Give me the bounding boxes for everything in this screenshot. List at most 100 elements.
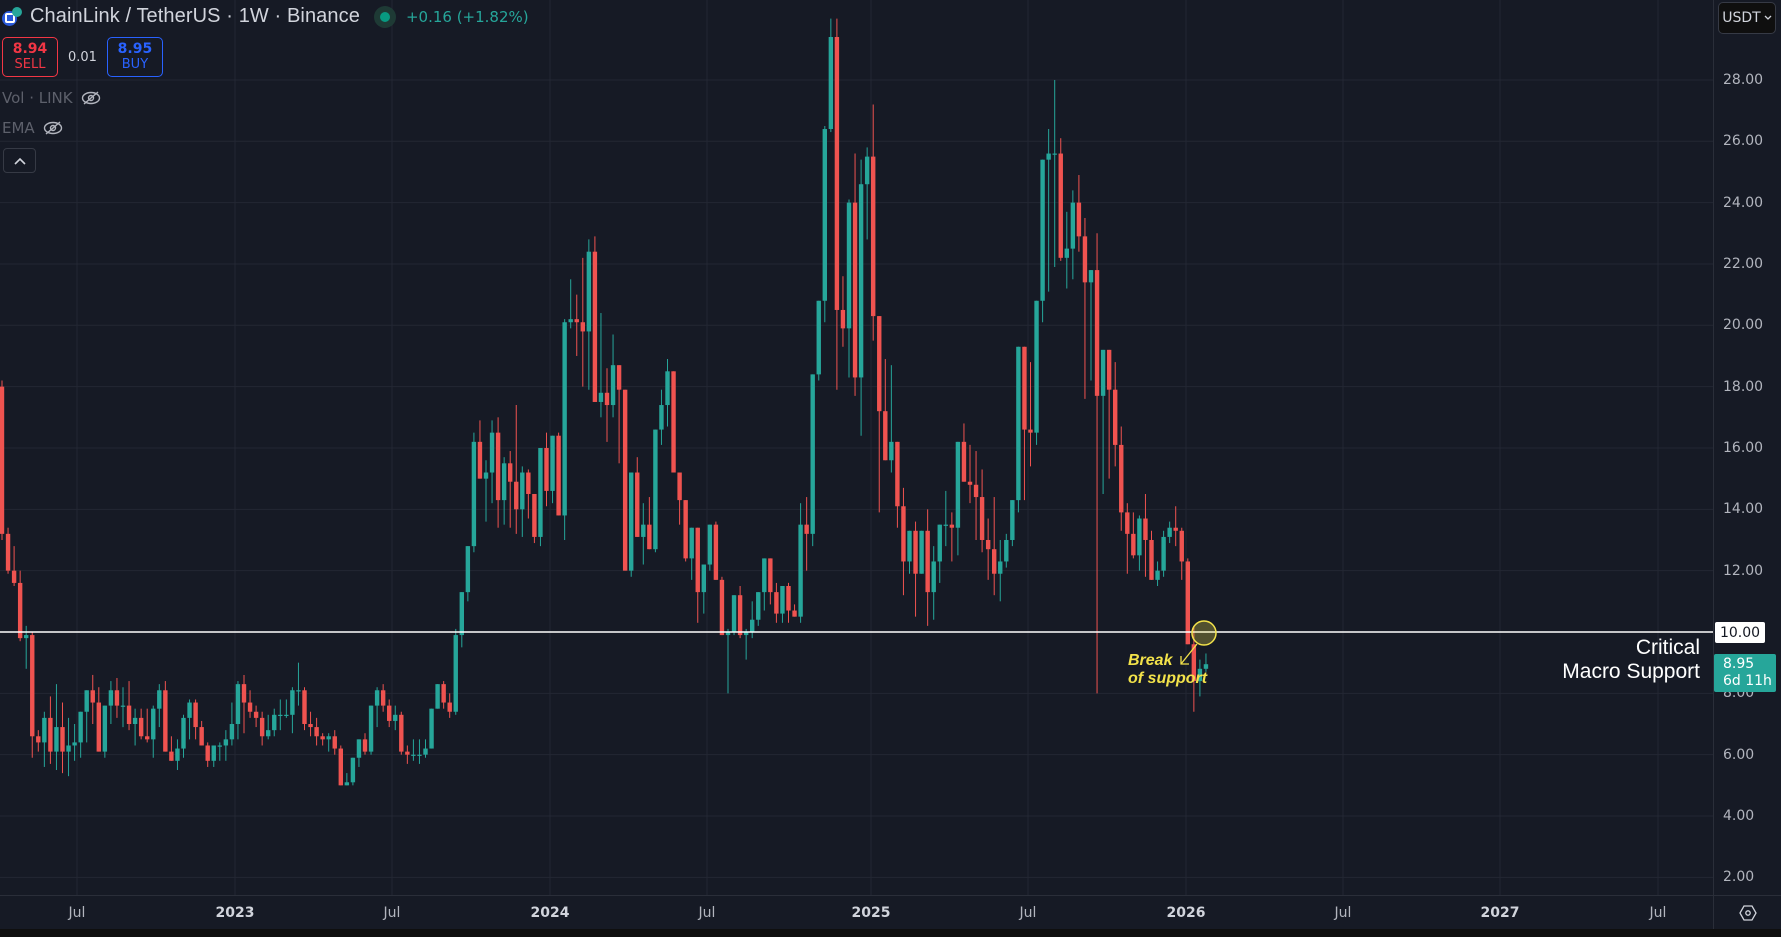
candle-body xyxy=(1028,429,1033,433)
candle-body xyxy=(973,484,979,498)
currency-selector[interactable]: USDT xyxy=(1718,2,1776,34)
candle-body xyxy=(737,595,743,636)
candle-body xyxy=(774,592,779,614)
eye-off-icon[interactable] xyxy=(81,91,101,105)
candle-body xyxy=(1040,159,1045,301)
candle-body xyxy=(804,524,809,534)
candle-body xyxy=(259,717,265,737)
candle-body xyxy=(568,319,573,323)
candle-body xyxy=(610,365,616,406)
candle-body xyxy=(913,530,918,574)
time-tick-label: 2026 xyxy=(1166,905,1206,921)
price-tick-label: 12.00 xyxy=(1723,562,1764,579)
candle-body xyxy=(1046,153,1051,160)
candle-body xyxy=(423,748,428,755)
chart-area[interactable] xyxy=(0,0,1713,895)
candle-body xyxy=(399,714,404,752)
price-tick-label: 18.00 xyxy=(1723,378,1764,395)
collapse-legend-button[interactable] xyxy=(3,148,36,173)
chevron-down-icon xyxy=(1764,15,1772,20)
candle-body xyxy=(1203,664,1209,669)
candle-body xyxy=(447,702,452,712)
candle-body xyxy=(592,251,598,402)
indicator-ema[interactable]: EMA xyxy=(2,119,63,137)
time-tick-label: 2025 xyxy=(851,905,891,921)
candle-body xyxy=(1064,248,1069,258)
candle-body xyxy=(229,724,235,740)
arrow-head-icon xyxy=(1180,656,1189,665)
candle-body xyxy=(350,757,356,783)
candle-body xyxy=(889,441,894,461)
axis-corner xyxy=(1713,895,1781,929)
buy-button[interactable]: 8.95 BUY xyxy=(106,37,163,77)
critical-support-annotation[interactable]: Critical Macro Support xyxy=(1562,636,1700,684)
candle-body xyxy=(332,736,337,749)
candle-body xyxy=(169,751,174,761)
break-circle-marker xyxy=(1191,620,1217,646)
candle-body xyxy=(937,524,942,562)
candle-body xyxy=(253,711,259,718)
chainlink-logo-icon xyxy=(2,6,24,28)
candle-body xyxy=(756,592,761,620)
eye-off-icon[interactable] xyxy=(43,121,63,135)
currency-label: USDT xyxy=(1722,10,1761,26)
chart-settings-icon[interactable] xyxy=(1738,903,1758,923)
symbol-legend[interactable]: ChainLink / TetherUS · 1W · Binance +0.1… xyxy=(2,5,529,28)
candle-body xyxy=(138,717,144,737)
candle-body xyxy=(211,745,216,761)
candle-body xyxy=(998,561,1003,574)
annotation-line: of support xyxy=(1128,670,1208,687)
last-price-tag: 8.95 6d 11h xyxy=(1714,654,1776,692)
candle-body xyxy=(1058,153,1063,258)
time-tick-label: Jul xyxy=(698,905,716,921)
candle-body xyxy=(489,432,495,473)
candle-body xyxy=(852,202,858,378)
candlestick-plot[interactable] xyxy=(0,0,1713,895)
candle-body xyxy=(126,705,132,725)
candle-body xyxy=(1173,527,1178,531)
time-tick-label: 2024 xyxy=(530,905,570,921)
candle-body xyxy=(120,705,126,707)
candle-body xyxy=(429,708,434,749)
candle-body xyxy=(1113,389,1118,445)
candle-body xyxy=(725,632,731,636)
candle-body xyxy=(96,702,101,752)
sell-button[interactable]: 8.94 SELL xyxy=(2,37,58,77)
candle-body xyxy=(175,748,180,761)
break-of-support-annotation[interactable]: Break of support xyxy=(1128,652,1207,688)
support-level-price-tag: 10.00 xyxy=(1715,622,1765,643)
indicator-volume[interactable]: Vol · LINK xyxy=(2,89,101,107)
candle-body xyxy=(907,530,912,562)
time-axis[interactable] xyxy=(0,895,1713,930)
candle-body xyxy=(846,202,852,329)
candle-body xyxy=(368,705,374,752)
annotation-line: Break xyxy=(1128,652,1173,669)
candle-body xyxy=(290,690,295,715)
candle-body xyxy=(344,782,350,786)
price-change: +0.16 (+1.82%) xyxy=(405,7,529,26)
candle-body xyxy=(508,463,513,482)
candle-body xyxy=(713,524,719,580)
candle-body xyxy=(5,533,11,571)
trade-panel: 8.94 SELL 0.01 8.95 BUY xyxy=(2,37,163,77)
symbol-title[interactable]: ChainLink / TetherUS · 1W · Binance xyxy=(30,5,360,27)
candle-body xyxy=(187,702,192,718)
candle-body xyxy=(235,684,241,725)
candle-body xyxy=(514,481,519,510)
candle-body xyxy=(157,690,162,709)
candle-body xyxy=(54,727,59,752)
time-tick-label: 2027 xyxy=(1480,905,1520,921)
candle-body xyxy=(683,500,688,559)
candle-body xyxy=(834,37,840,310)
candle-body xyxy=(659,405,664,430)
candle-body xyxy=(925,530,930,593)
candle-body xyxy=(768,558,773,593)
candle-body xyxy=(967,481,973,485)
candle-body xyxy=(955,441,961,528)
candle-body xyxy=(822,129,827,301)
candle-body xyxy=(629,472,634,571)
price-axis[interactable] xyxy=(1713,0,1781,895)
market-open-status-icon[interactable] xyxy=(373,5,396,28)
candle-body xyxy=(604,392,610,406)
candle-body xyxy=(405,751,410,755)
